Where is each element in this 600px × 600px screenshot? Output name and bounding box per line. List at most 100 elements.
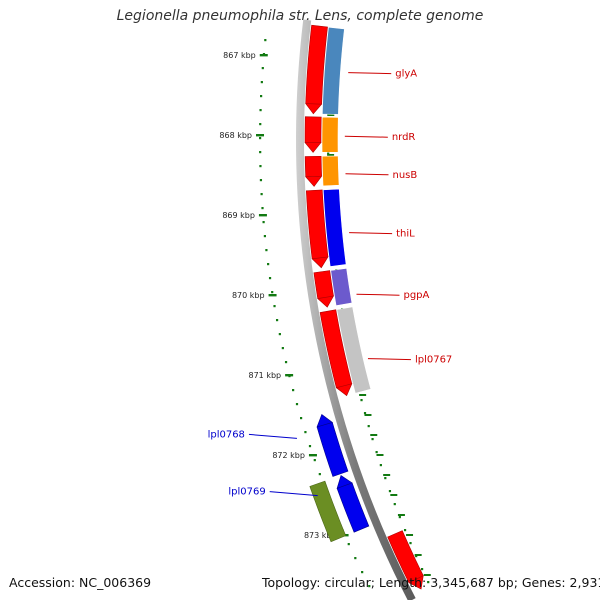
outer-ring-dot [259, 109, 262, 112]
forward-gene-arrow[interactable] [305, 24, 328, 115]
outer-ring-dot [318, 473, 321, 476]
outer-ring-dot [259, 151, 262, 154]
outer-ring-dot [284, 361, 288, 364]
kbp-tick-label: 868 kbp [219, 131, 252, 140]
outer-ring-dot [308, 445, 312, 448]
inner-ring-tick [390, 494, 398, 496]
outer-ring-dot [295, 403, 299, 406]
forward-gene-arrow[interactable] [305, 189, 329, 269]
outer-ring-dot [261, 67, 264, 70]
inner-ring-dot [409, 542, 412, 545]
inner-ring-tick [359, 394, 367, 396]
gene-feature-unnamed[interactable] [309, 480, 347, 543]
outer-ring-dot [299, 417, 303, 420]
kbp-tick [268, 294, 277, 297]
forward-gene-arrow[interactable] [387, 530, 424, 590]
outer-ring-dot [262, 221, 265, 224]
outer-ring-dot [260, 95, 263, 98]
outer-ring-dot [292, 389, 295, 392]
inner-ring-tick [397, 514, 405, 516]
gene-label-nrdR[interactable]: nrdR [392, 132, 416, 143]
forward-gene-arrow[interactable] [319, 309, 353, 397]
inner-ring-tick [370, 434, 378, 436]
kbp-tick [308, 454, 317, 457]
gene-feature-lpl0769[interactable] [336, 475, 370, 533]
outer-ring-dot [273, 305, 276, 308]
outer-ring-dot [263, 235, 267, 238]
kbp-tick [285, 374, 294, 377]
inner-ring-dot [371, 438, 374, 441]
inner-ring-dot [375, 451, 378, 454]
gene-feature-lpl0768[interactable] [316, 414, 349, 477]
outer-ring-dot [267, 263, 270, 266]
gene-label-lpl0767[interactable]: lpl0767 [415, 355, 452, 366]
kbp-tick-label: 873 kbp [304, 531, 337, 540]
gene-feature-pgpA[interactable] [330, 267, 353, 307]
inner-ring-dot [403, 529, 407, 532]
outer-ring-dot [260, 81, 263, 84]
inner-ring-dot [327, 152, 330, 155]
gene-feature-lpl0767[interactable] [336, 306, 372, 394]
outer-ring-dot [271, 291, 274, 294]
outer-ring-dot [361, 571, 364, 574]
gene-label-lpl0769[interactable]: lpl0769 [228, 487, 265, 498]
gene-label-lpl0768[interactable]: lpl0768 [208, 429, 245, 440]
inner-ring-dot [379, 464, 382, 467]
inner-ring-tick [414, 554, 422, 556]
kbp-tick [258, 214, 267, 217]
outer-ring-dot [304, 431, 307, 434]
gene-label-leader [356, 293, 400, 296]
gene-label-pgpA[interactable]: pgpA [403, 290, 429, 301]
outer-ring-dot [259, 179, 263, 182]
gene-feature-nusB[interactable] [321, 155, 340, 187]
accession-text: Accession: NC_006369 [9, 575, 152, 590]
inner-ring-dot [388, 490, 392, 493]
gene-label-leader [367, 358, 411, 361]
outer-ring-dot [281, 347, 284, 350]
inner-ring-tick [406, 534, 414, 536]
outer-ring-dot [347, 543, 350, 546]
inner-ring-dot [420, 568, 424, 571]
inner-ring-tick [327, 154, 335, 156]
gene-feature-nrdR[interactable] [321, 116, 339, 153]
gene-label-leader [349, 232, 393, 235]
gene-feature-glyA[interactable] [322, 26, 345, 115]
gene-label-glyA[interactable]: glyA [395, 69, 417, 80]
outer-ring-dot [268, 277, 272, 280]
gene-feature-thiL[interactable] [322, 188, 347, 267]
forward-gene-arrow[interactable] [304, 116, 322, 153]
gene-label-leader [344, 135, 388, 138]
genome-stats-text: Topology: circular; Length: 3,345,687 bp… [262, 575, 600, 590]
forward-gene-arrow[interactable] [304, 155, 323, 187]
inner-ring-dot [415, 555, 418, 558]
gene-label-leader [269, 491, 318, 497]
map-title: Legionella pneumophila str. Lens, comple… [116, 8, 484, 24]
inner-ring-tick [376, 454, 384, 456]
inner-ring-dot [360, 399, 363, 402]
gene-label-nusB[interactable]: nusB [392, 170, 417, 181]
inner-ring-tick [423, 574, 431, 576]
outer-ring-dot [260, 193, 263, 196]
kbp-tick-label: 871 kbp [249, 371, 282, 380]
outer-ring-dot [259, 137, 262, 140]
inner-ring-dot [384, 477, 387, 480]
gene-label-leader [345, 173, 389, 176]
outer-ring-dot [354, 557, 357, 560]
inner-ring-dot [393, 503, 396, 506]
outer-ring-dot [313, 459, 316, 462]
outer-ring-dot [259, 123, 262, 126]
inner-ring-dot [367, 425, 370, 428]
kbp-tick-label: 870 kbp [232, 291, 265, 300]
outer-ring-dot [259, 165, 262, 168]
outer-ring-dot [264, 39, 267, 42]
inner-ring-dot [363, 412, 367, 415]
gene-label-thiL[interactable]: thiL [396, 229, 415, 240]
outer-ring-dot [368, 585, 371, 588]
inner-ring-tick [364, 414, 372, 416]
outer-ring-dot [261, 207, 264, 210]
inner-ring-dot [398, 516, 401, 519]
inner-ring-dot [427, 581, 430, 584]
forward-gene-arrow[interactable] [313, 270, 335, 308]
